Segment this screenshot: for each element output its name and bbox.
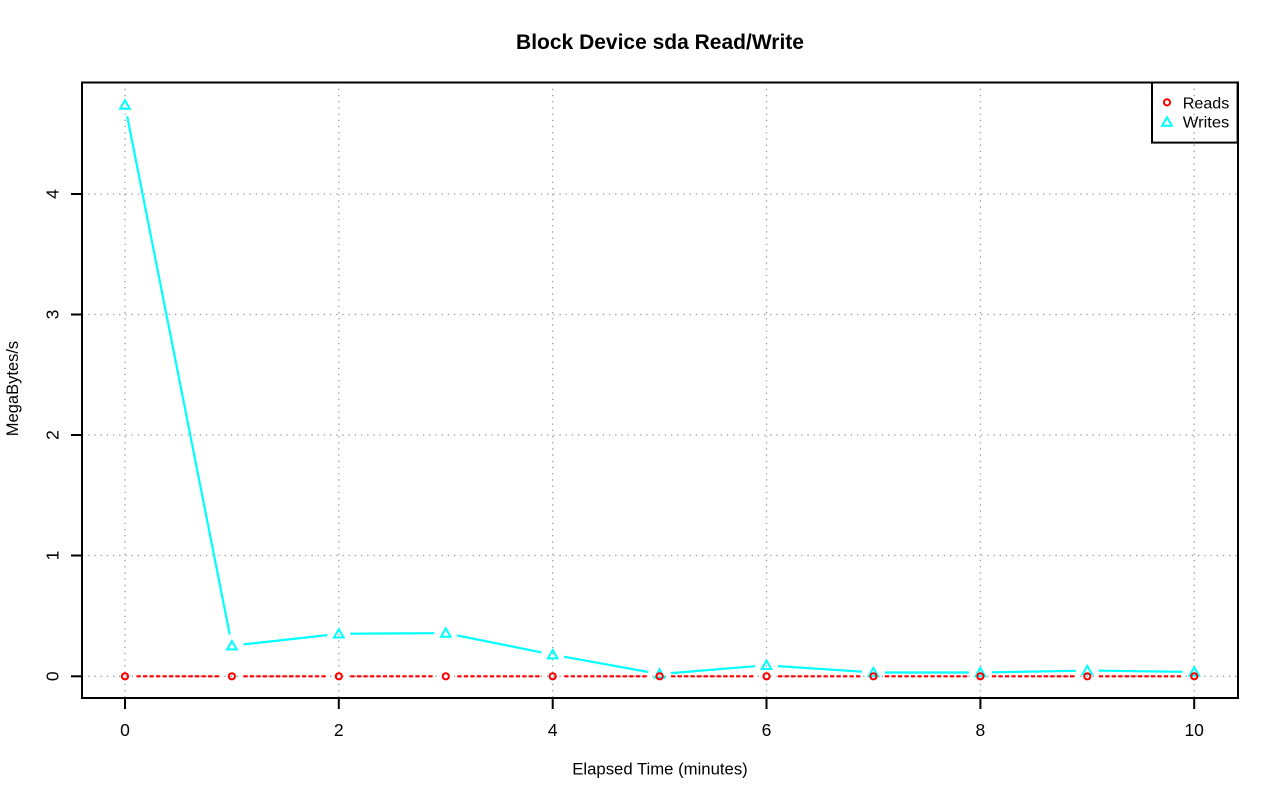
svg-text:Writes: Writes	[1183, 114, 1230, 131]
svg-text:1: 1	[43, 551, 63, 561]
svg-text:0: 0	[43, 671, 63, 681]
svg-text:Block Device sda Read/Write: Block Device sda Read/Write	[516, 31, 804, 54]
svg-text:Elapsed Time (minutes): Elapsed Time (minutes)	[572, 761, 748, 779]
svg-text:4: 4	[548, 720, 558, 740]
svg-text:Reads: Reads	[1183, 95, 1230, 112]
svg-text:8: 8	[976, 720, 986, 740]
svg-text:2: 2	[43, 430, 63, 440]
svg-text:4: 4	[43, 189, 63, 199]
svg-text:6: 6	[762, 720, 772, 740]
svg-text:10: 10	[1184, 720, 1204, 740]
svg-text:2: 2	[334, 720, 344, 740]
svg-text:MegaBytes/s: MegaBytes/s	[4, 341, 22, 436]
svg-text:3: 3	[43, 310, 63, 320]
svg-text:0: 0	[120, 720, 130, 740]
